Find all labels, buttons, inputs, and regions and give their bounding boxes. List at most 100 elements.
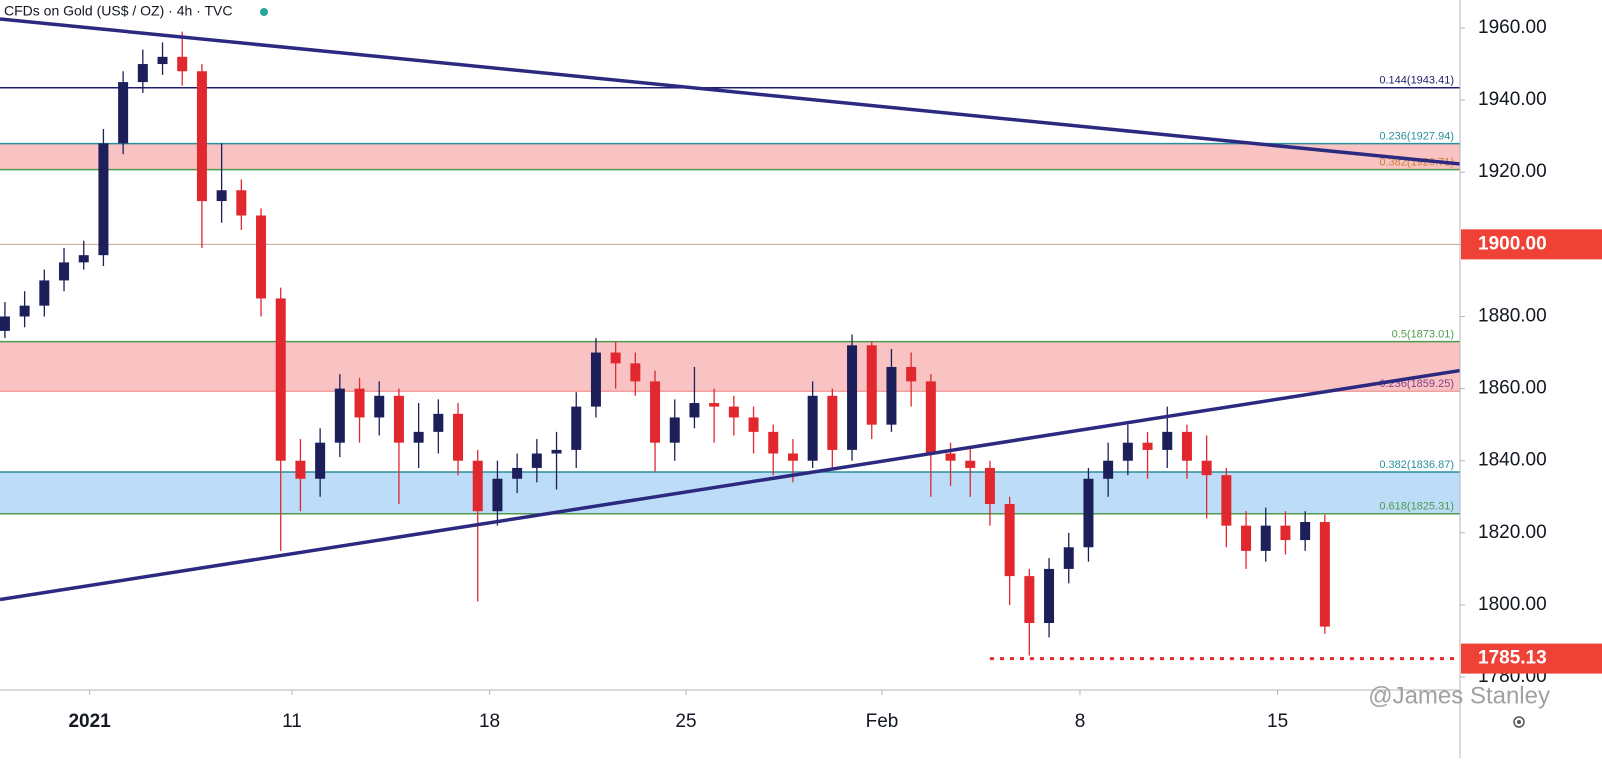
price-label: 1785.13 [1478,648,1547,669]
candle-body [433,413,444,432]
candle-body [748,417,759,432]
status-dot [260,8,268,16]
price-label-box [1461,229,1602,260]
candle-body [98,143,109,256]
candle-body [847,345,858,450]
zone [0,143,1460,170]
candle-body [925,381,936,454]
candle-body [610,352,621,364]
zone [0,341,1460,392]
candle-body [590,352,601,407]
candle-body [531,453,542,468]
candle-body [137,64,148,83]
candle-body [216,190,227,202]
x-tick-label: 18 [479,711,500,732]
candle-body [1024,576,1035,623]
candle-body [1181,431,1192,461]
candle-body [886,366,897,425]
price-label-box [1461,643,1602,674]
y-tick-label: 1940.00 [1478,89,1547,110]
watermark: @James Stanley [1368,682,1550,709]
candle-body [236,190,247,216]
candle-body [334,388,345,443]
candle-body [1044,568,1055,623]
trendline [0,17,1461,166]
trendline [0,368,1461,602]
candle-body [275,298,286,461]
candle-body [1103,460,1114,479]
fib-label: 0.236(1927.94) [1379,131,1454,143]
candle-body [0,316,10,331]
candle-body [571,406,582,450]
candle-body [157,56,168,65]
candle-body [393,395,404,443]
candle-body [1241,525,1252,551]
candle-body [1319,522,1330,627]
candle-body [630,363,641,382]
candle-body [787,453,798,461]
plot: 0.144(1943.41) 0.236(1927.94) 0.382(1920.7… [0,17,1461,661]
y-tick-label: 1840.00 [1478,450,1547,471]
y-tick-label: 1960.00 [1478,17,1547,38]
candle-body [472,460,483,512]
candle-body [1260,525,1271,551]
candle-body [1162,431,1173,450]
fib-label: 0.382(1836.87) [1379,459,1454,471]
candle-body [177,56,188,72]
candle-body [19,305,30,317]
y-tick-label: 1880.00 [1478,305,1547,326]
candle-body [256,215,267,299]
candle-body [453,413,464,461]
x-tick-label: 2021 [68,711,111,732]
fib-label: 0.618(1825.31) [1379,501,1454,513]
candle-body [945,453,956,461]
fib-label: 0.5(1873.01) [1392,329,1454,341]
candle-body [984,467,995,504]
candle-body [374,395,385,418]
candle-body [1063,547,1074,569]
y-tick-label: 1920.00 [1478,161,1547,182]
candle-body [39,280,50,306]
candle-body [295,460,306,479]
x-tick-label: 11 [282,711,302,732]
candle-body [59,262,70,281]
candle-body [709,403,720,407]
candle-body [1280,525,1291,541]
candle-body [728,406,739,418]
candle-body [118,82,129,144]
candle-body [965,460,976,468]
candle-body [1083,478,1094,548]
x-tick-label: 8 [1075,711,1086,732]
candle-body [1300,522,1311,541]
price-label: 1900.00 [1478,233,1547,254]
x-tick-label: 15 [1267,711,1288,732]
x-tick-label: Feb [866,711,899,732]
candle-body [1221,475,1232,526]
candle-body [196,71,207,202]
y-tick-label: 1820.00 [1478,522,1547,543]
fib-label: 0.382(1920.71) [1379,157,1454,169]
candle-body [827,395,838,450]
y-tick-label: 1860.00 [1478,378,1547,399]
y-tick-label: 1800.00 [1478,594,1547,615]
chart-title: CFDs on Gold (US$ / OZ) · 4h · TVC [4,3,232,19]
fib-label: 0.144(1943.41) [1379,75,1454,87]
candle-body [650,381,661,443]
candle-body [315,442,326,479]
candle-body [354,388,365,418]
candle-body [1004,503,1015,577]
candle-body [807,395,818,461]
settings-icon[interactable] [1513,716,1525,728]
candle-body [906,366,917,382]
candle-body [689,403,700,418]
candle-body [669,417,680,443]
candle-body [1142,442,1153,450]
candle-body [78,255,89,263]
x-tick-label: 25 [675,711,696,732]
candle-body [768,431,779,454]
candle-body [551,449,562,454]
candle-body [492,478,503,512]
candle-body [866,345,877,425]
